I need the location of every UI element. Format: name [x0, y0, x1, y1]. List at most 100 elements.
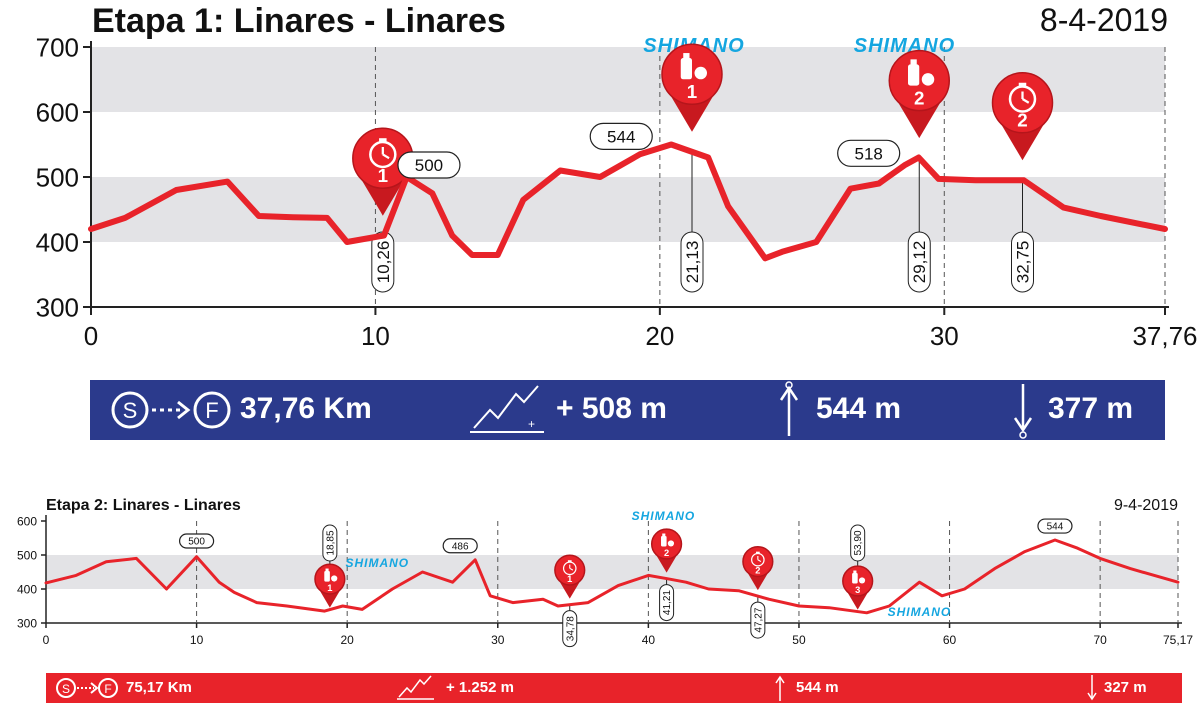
x-tick-label: 60: [943, 633, 957, 647]
sponsor-logo: SHIMANO: [345, 556, 409, 570]
km-label-box: [680, 231, 704, 293]
start-finish-icon: S F: [111, 391, 231, 429]
y-tick-label: 500: [36, 162, 79, 192]
bottle-cap: [910, 59, 917, 66]
max-altitude-icon: [779, 381, 799, 436]
svg-text:S: S: [123, 398, 138, 423]
km-label-box: [850, 524, 866, 562]
stopwatch-hands: [1021, 91, 1030, 104]
x-tick-label: 10: [361, 321, 390, 351]
peak-label-text: 544: [607, 128, 635, 147]
marker-tip: [361, 179, 405, 216]
km-label: 41,21: [659, 584, 675, 622]
peak-label-text: 500: [415, 156, 443, 175]
stage1-summary-bar: S F 37,76 Km + + 508 m 544 m 377 m: [90, 380, 1165, 440]
stopwatch-hands: [381, 146, 390, 160]
peak-altitude-label: 544: [589, 122, 653, 151]
marker-tip: [846, 591, 869, 610]
distance-value: 37,76 Km: [240, 392, 372, 425]
km-label: 32,75: [1011, 231, 1035, 293]
peak-label-box: [589, 122, 653, 151]
marker-head: [991, 72, 1054, 134]
x-tick-label: 40: [642, 633, 656, 647]
marker-head: [742, 545, 774, 578]
km-label-box: [750, 601, 766, 639]
y-tick-label: 300: [17, 616, 37, 630]
km-label-text: 32,75: [1013, 241, 1032, 284]
km-label: 10,26: [371, 231, 395, 293]
feed-zone-marker: 2: [888, 49, 951, 139]
feed-zone-marker: 1: [314, 563, 346, 608]
bottle-icon: [852, 572, 858, 584]
y-tick-label: 400: [36, 227, 79, 257]
stage1-title: Etapa 1: Linares - Linares: [92, 2, 506, 40]
peak-label-box: [178, 533, 215, 549]
apple-icon: [858, 577, 866, 584]
stopwatch-crown: [1018, 82, 1027, 87]
km-label: 29,12: [907, 231, 931, 293]
stage1-elevation-chart: 300400500600700010203037,76SHIMANOSHIMAN…: [36, 32, 1198, 351]
x-tick-label: 50: [792, 633, 806, 647]
svg-text:F: F: [205, 398, 218, 423]
km-label: 47,27: [750, 601, 766, 639]
marker-number: 1: [687, 81, 697, 102]
km-label-text: 47,27: [753, 607, 764, 632]
x-tick-label: 0: [84, 321, 98, 351]
peak-label-box: [1037, 518, 1073, 534]
marker-number: 3: [855, 585, 860, 595]
marker-tip: [655, 554, 678, 573]
km-label-box: [907, 231, 931, 293]
km-label-text: 29,12: [910, 241, 929, 284]
x-tick-label: 75,17: [1163, 633, 1193, 647]
bottle-icon: [661, 535, 667, 547]
bottle-icon: [680, 58, 692, 80]
marker-head: [314, 563, 346, 595]
max-altitude-value: 544 m: [816, 392, 902, 425]
marker-number: 1: [327, 583, 332, 593]
stage2-title: Etapa 2: Linares - Linares: [46, 497, 241, 514]
bottle-icon: [324, 571, 330, 582]
marker-tip: [559, 580, 581, 599]
x-tick-label: 30: [930, 321, 959, 351]
min-altitude-value: 377 m: [1048, 392, 1134, 425]
km-label-box: [322, 524, 338, 562]
feed-zone-marker: 3: [842, 565, 874, 610]
elevation-band: [91, 47, 1165, 112]
marker-number: 2: [664, 548, 669, 558]
stopwatch-crown: [567, 560, 572, 563]
stage2-summary-bar: S F 75,17 Km + 1.252 m 544 m 327 m: [46, 673, 1182, 703]
max-altitude-value: 544 m: [796, 679, 839, 696]
marker-head: [554, 554, 586, 586]
peak-altitude-label: 486: [442, 538, 478, 554]
marker-number: 1: [567, 574, 572, 584]
x-tick-label: 20: [645, 321, 674, 351]
svg-text:+: +: [528, 417, 535, 431]
km-label: 53,90: [850, 524, 866, 562]
km-label: 34,78: [562, 610, 578, 648]
km-label-box: [1011, 231, 1035, 293]
marker-tip: [319, 589, 341, 608]
timed-checkpoint-marker: 2: [991, 72, 1054, 161]
peak-label-text: 518: [854, 144, 882, 163]
km-label: 21,13: [680, 231, 704, 293]
y-tick-label: 700: [36, 32, 79, 62]
peak-label-box: [442, 538, 478, 554]
marker-number: 2: [1017, 110, 1027, 131]
marker-number: 2: [914, 87, 924, 108]
km-label-text: 34,78: [565, 616, 576, 641]
y-tick-label: 500: [17, 548, 37, 562]
y-tick-label: 600: [17, 514, 37, 528]
sponsor-logo: SHIMANO: [632, 509, 696, 523]
stopwatch-hands: [569, 564, 574, 571]
svg-text:F: F: [104, 682, 111, 696]
elevation-gain-value: + 1.252 m: [446, 679, 514, 696]
marker-tip: [747, 571, 769, 591]
apple-icon: [694, 66, 707, 80]
km-label-box: [659, 584, 675, 622]
marker-tip: [1000, 123, 1045, 161]
x-tick-label: 30: [491, 633, 505, 647]
bottle-cap: [683, 53, 690, 60]
elevation-band: [91, 177, 1165, 242]
stopwatch-crown: [755, 551, 760, 554]
